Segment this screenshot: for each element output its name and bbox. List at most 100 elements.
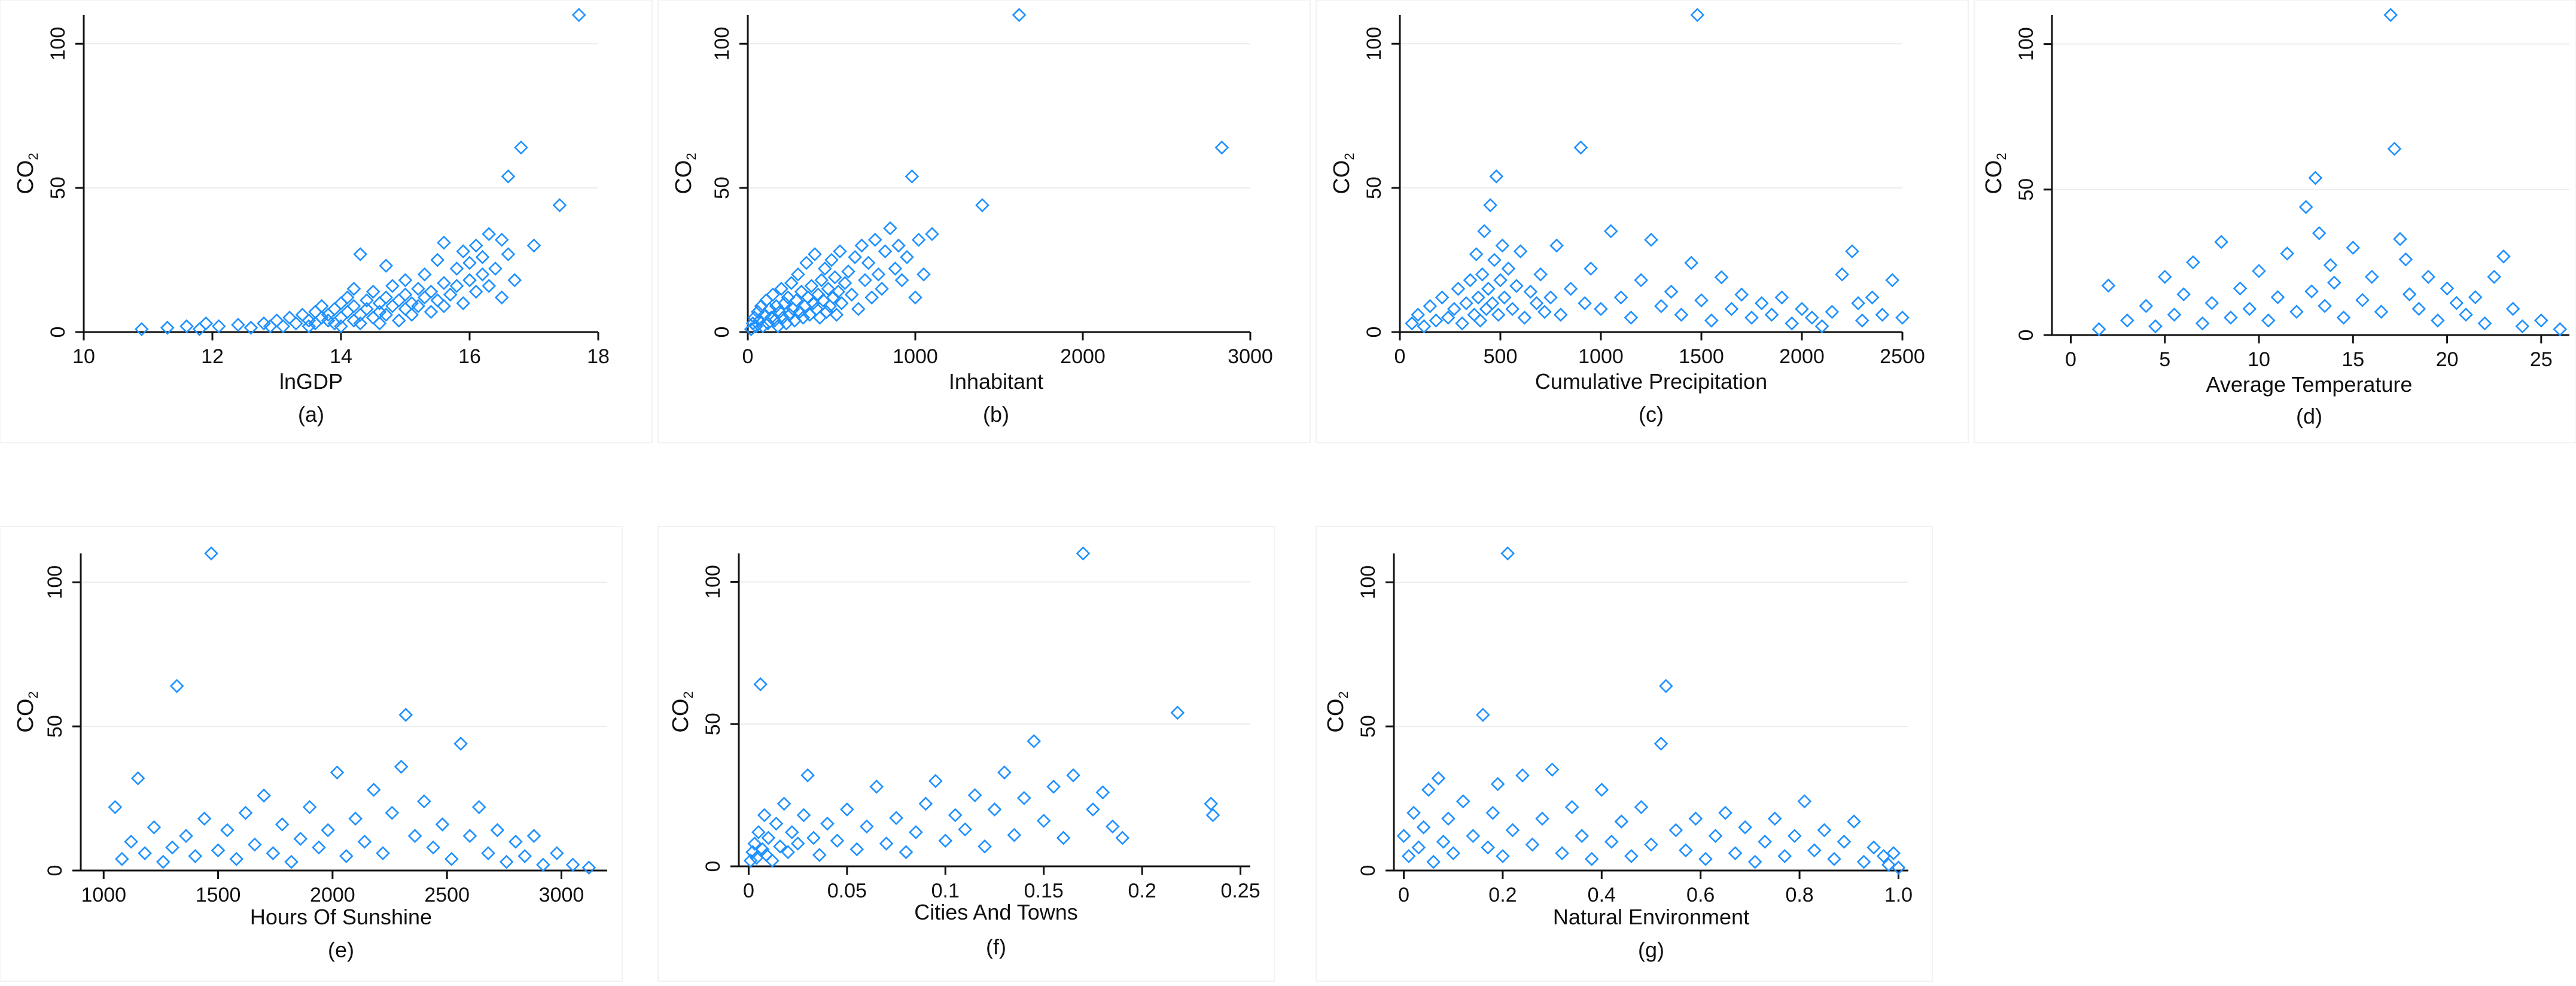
data-point: [2167, 308, 2182, 322]
x-tick-label: 0: [1394, 345, 1406, 368]
y-tick-label: 0: [44, 865, 66, 877]
data-point: [507, 273, 522, 288]
data-point: [883, 221, 897, 236]
y-tick-label: 50: [44, 715, 66, 738]
data-point: [312, 840, 326, 855]
data-point: [501, 169, 516, 184]
data-point: [2477, 316, 2492, 331]
data-point: [1758, 834, 1773, 849]
data-point: [773, 839, 787, 854]
data-point: [2233, 281, 2248, 296]
data-point: [1496, 849, 1510, 863]
data-point: [826, 290, 841, 305]
data-point: [1835, 267, 1850, 282]
panel-frame: [1316, 0, 1969, 443]
data-point: [115, 851, 129, 866]
y-tick-label: 100: [1357, 565, 1380, 599]
panel-frame: [1974, 0, 2576, 443]
data-point: [1851, 296, 1865, 311]
data-point: [2204, 296, 2219, 311]
data-point: [231, 318, 245, 332]
data-point: [494, 290, 509, 305]
x-tick-label: 2000: [1060, 345, 1106, 368]
data-point: [800, 768, 815, 783]
data-point: [1513, 244, 1528, 258]
data-point: [391, 313, 406, 328]
data-point: [138, 846, 152, 860]
data-point: [1886, 846, 1901, 860]
data-point: [2398, 252, 2413, 267]
data-point: [769, 816, 784, 831]
data-point: [398, 707, 413, 722]
data-point: [481, 846, 495, 860]
data-point: [160, 320, 175, 335]
data-point: [831, 284, 846, 299]
data-point: [2289, 305, 2304, 319]
data-point: [565, 857, 580, 872]
data-point: [1396, 829, 1411, 844]
data-point: [799, 255, 814, 270]
y-tick-label: 100: [702, 565, 724, 599]
data-point: [878, 244, 893, 258]
data-point: [437, 235, 451, 250]
x-tick-label: 1000: [1578, 345, 1624, 368]
data-point: [792, 305, 807, 319]
data-point: [348, 811, 363, 826]
data-point: [549, 846, 564, 860]
data-point: [468, 238, 483, 253]
data-point: [1411, 308, 1426, 322]
data-point: [501, 247, 516, 261]
data-point: [2298, 200, 2313, 214]
panel-caption: (g): [1638, 938, 1664, 962]
data-point: [2318, 299, 2332, 314]
data-point: [1537, 305, 1552, 319]
data-point: [2496, 249, 2511, 264]
y-tick-label: 100: [1363, 27, 1386, 61]
x-tick-label: 3000: [1228, 345, 1273, 368]
data-point: [1679, 843, 1693, 858]
y-tick-label: 50: [1357, 715, 1380, 738]
data-point: [2148, 319, 2163, 334]
data-point: [1046, 780, 1061, 794]
data-point: [796, 311, 811, 325]
data-point: [1584, 851, 1599, 866]
x-tick-label: 1500: [1679, 345, 1724, 368]
x-tick-label: 14: [330, 345, 352, 368]
data-point: [1688, 811, 1703, 826]
data-point: [2430, 313, 2445, 328]
y-axis-label: CO2: [1329, 153, 1357, 194]
data-point: [757, 808, 772, 823]
data-point: [360, 293, 374, 308]
data-point: [1847, 814, 1861, 829]
x-tick-label: 0.1: [931, 880, 960, 902]
data-point: [314, 311, 329, 325]
data-point: [1505, 823, 1520, 838]
data-point: [2468, 290, 2483, 305]
data-point: [753, 677, 768, 692]
data-point: [848, 249, 863, 264]
data-point: [804, 279, 819, 293]
data-point: [147, 820, 162, 835]
data-point: [2323, 258, 2338, 273]
data-point: [1421, 783, 1436, 797]
data-point: [756, 319, 771, 334]
data-point: [854, 238, 869, 253]
data-point: [1856, 854, 1871, 869]
data-point: [751, 825, 766, 839]
data-point: [321, 823, 336, 838]
data-point: [372, 296, 387, 311]
data-point: [784, 276, 799, 290]
data-point: [372, 316, 387, 331]
data-point: [1644, 232, 1658, 247]
y-tick-label: 50: [711, 176, 733, 199]
data-point: [490, 823, 505, 838]
data-point: [482, 279, 497, 293]
data-point: [1684, 255, 1699, 270]
data-point: [346, 281, 361, 296]
data-point: [1594, 783, 1609, 797]
data-point: [330, 765, 345, 780]
data-point: [2515, 319, 2530, 334]
data-point: [398, 273, 413, 288]
data-point: [894, 273, 909, 288]
